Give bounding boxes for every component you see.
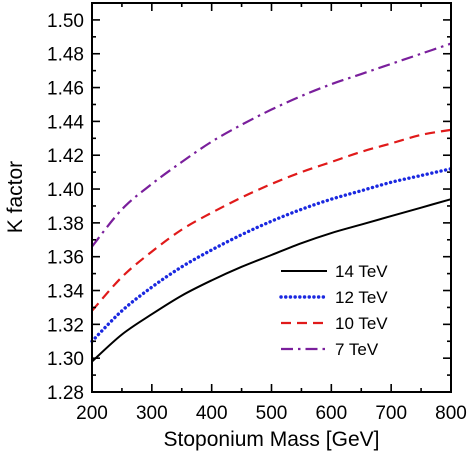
y-tick-label: 1.46 [47,79,84,100]
series-line-0 [91,198,452,363]
y-tick-label: 1.40 [47,180,84,201]
plot-frame [91,2,452,393]
y-tick-label: 1.44 [47,112,84,133]
x-tick-label: 800 [435,403,467,424]
y-tick-label: 1.28 [47,383,84,404]
series-line-2 [91,128,452,312]
x-tick-label: 200 [76,403,108,424]
y-tick-label: 1.30 [47,349,84,370]
x-tick-label: 600 [315,403,347,424]
y-axis-label: K factor [4,161,27,233]
x-tick-label: 400 [196,403,228,424]
axis-layer: 200 300 400 500 600 700 800 1.28 1.30 1.32 1.34 1.3… [47,2,467,424]
y-tick-label: 1.38 [47,214,84,235]
y-tick-label: 1.32 [47,315,84,336]
x-tick-label: 500 [256,403,288,424]
y-tick-label: 1.42 [47,146,84,167]
legend: 14 TeV 12 TeV 10 TeV 7 TeV [279,262,388,359]
legend-label-3: 7 TeV [335,340,379,359]
x-axis-label: Stoponium Mass [GeV] [164,428,380,451]
legend-label-2: 10 TeV [335,314,388,333]
y-tick-label: 1.50 [47,11,84,32]
y-tick-label: 1.48 [47,45,84,66]
y-tick-label: 1.34 [47,282,84,303]
legend-label-0: 14 TeV [335,262,388,281]
series-line-3 [91,42,452,248]
series-layer [90,42,453,363]
y-tick-label: 1.36 [47,248,84,269]
legend-label-1: 12 TeV [335,288,388,307]
x-tick-label: 300 [136,403,168,424]
series-line-1 [90,167,453,343]
x-tick-label: 700 [375,403,407,424]
